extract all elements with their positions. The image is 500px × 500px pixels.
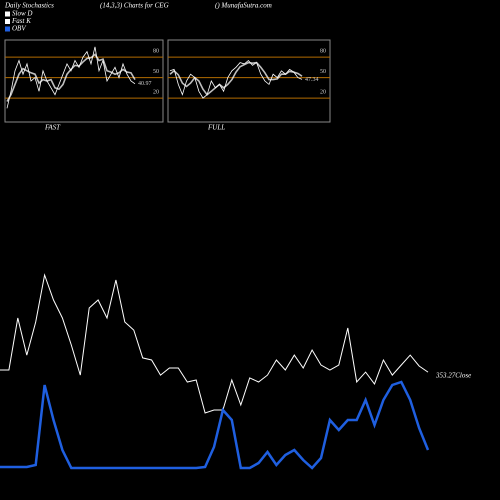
y-tick-label: 20 (153, 89, 159, 95)
panel-frame (167, 39, 331, 123)
legend-swatch (5, 11, 10, 17)
legend-label: Fast K (11, 17, 31, 25)
close-line (0, 273, 429, 414)
subtitle: (14,3,3) Charts for CEG (100, 2, 169, 10)
panel-label: FAST (44, 124, 61, 132)
stoch-line (169, 61, 303, 96)
obv-line (0, 380, 430, 470)
legend-swatch (5, 26, 10, 32)
legend-label: OBV (12, 25, 26, 33)
value-label: 40.97 (138, 81, 152, 87)
y-tick-label: 50 (153, 69, 159, 75)
y-tick-label: 80 (153, 48, 159, 54)
legend-label: Slow D (12, 10, 32, 18)
y-tick-label: 80 (320, 48, 326, 54)
y-tick-label: 50 (320, 69, 326, 75)
value-label: 353.27Close (435, 372, 471, 380)
source: () MunafaSutra.com (215, 2, 272, 10)
stoch-line (169, 59, 303, 99)
title: Daily Stochastics (4, 2, 54, 10)
stoch-line (6, 53, 136, 102)
legend-swatch (5, 19, 10, 24)
y-tick-label: 20 (320, 89, 326, 95)
panel-label: FULL (207, 124, 225, 132)
panel-frame (4, 39, 164, 123)
stoch-line (6, 46, 136, 109)
value-label: 47.34 (305, 77, 319, 83)
